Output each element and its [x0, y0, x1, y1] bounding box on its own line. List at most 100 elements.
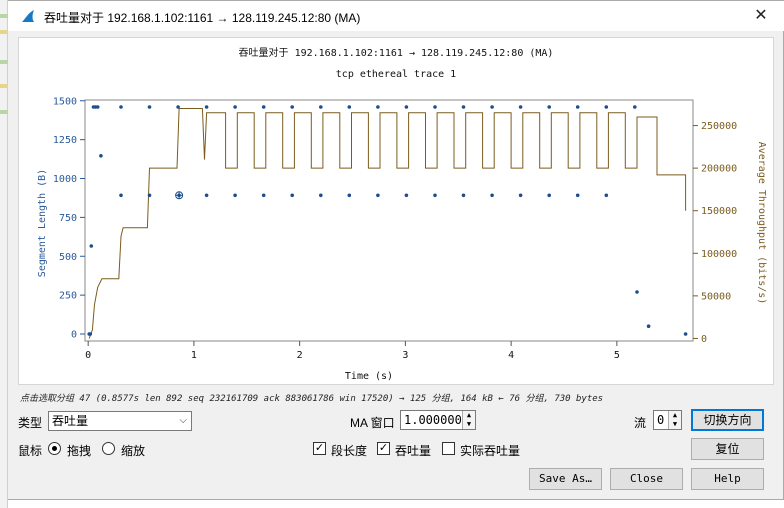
background-mark — [0, 60, 8, 64]
x-tick-label: 1 — [191, 350, 197, 361]
segment-point — [261, 105, 266, 109]
stream-label: 流 — [634, 416, 647, 430]
x-axis-label: Time (s) — [345, 371, 393, 382]
y-right-tick-label: 200000 — [701, 164, 737, 175]
y-right-tick-label: 100000 — [701, 249, 737, 260]
segment-point — [604, 105, 609, 109]
segment-point — [233, 193, 237, 198]
drag-radio[interactable] — [48, 442, 61, 455]
segment-point — [119, 193, 123, 198]
throughput-label: 吞吐量 — [395, 444, 432, 458]
segment-point — [147, 105, 152, 109]
y-left-tick-label: 1250 — [53, 135, 77, 146]
close-button[interactable]: Close — [610, 468, 683, 490]
y-left-tick-label: 750 — [59, 213, 77, 224]
goodput-checkbox[interactable] — [442, 442, 455, 455]
throughput-line — [88, 108, 687, 339]
y-axis-left-label: Segment Length (B) — [37, 169, 48, 277]
segment-point — [89, 244, 94, 248]
throughput-graph[interactable]: 吞吐量对于 192.168.1.102:1161 → 128.119.245.1… — [18, 37, 774, 385]
segment-length-label: 段长度 — [331, 444, 368, 458]
y-right-tick-label: 50000 — [701, 291, 731, 302]
segment-point — [433, 193, 437, 198]
segment-point — [547, 105, 551, 109]
background-mark — [0, 84, 8, 88]
switch-direction-button[interactable]: 切换方向 — [691, 409, 764, 431]
goodput-label: 实际吞吐量 — [460, 444, 521, 458]
throughput-checkbox[interactable]: ✓ — [377, 442, 390, 455]
y-left-tick-label: 500 — [59, 252, 77, 263]
chart-subtitle: tcp ethereal trace 1 — [336, 69, 456, 80]
segment-point — [461, 105, 466, 109]
segment-point — [233, 105, 237, 109]
segment-point — [490, 193, 494, 198]
segment-point — [461, 193, 466, 198]
segment-point — [404, 105, 409, 109]
zoom-label: 缩放 — [121, 444, 146, 458]
y-right-tick-label: 150000 — [701, 206, 737, 217]
throughput-series — [88, 108, 687, 339]
segment-point — [490, 105, 494, 109]
y-left-tick-label: 250 — [59, 291, 77, 302]
background-window-edge — [0, 0, 8, 508]
close-window-icon[interactable]: ✕ — [754, 7, 768, 24]
segment-point — [347, 105, 352, 109]
ma-window-input[interactable]: 1.000000 ▲ ▼ — [400, 410, 476, 430]
segment-point — [319, 105, 323, 109]
x-tick-label: 4 — [508, 350, 514, 361]
segment-point — [518, 193, 523, 198]
y-right-tick-label: 250000 — [701, 121, 737, 132]
chart-axes: 0 1 2 3 4 5 0 250 500 750 1000 1250 1500 0 50000 100000… — [53, 96, 737, 361]
segment-point — [547, 193, 551, 198]
segment-point — [433, 105, 437, 109]
graph-type-select[interactable]: 吞吐量 ⌵ — [48, 411, 192, 431]
throughput-chart[interactable]: 吞吐量对于 192.168.1.102:1161 → 128.119.245.1… — [19, 38, 773, 384]
segment-point — [575, 105, 580, 109]
segment-point — [176, 105, 180, 109]
y-left-tick-label: 1000 — [53, 174, 77, 185]
title-bar: 吞吐量对于 192.168.1.102:1161 → 128.119.245.1… — [8, 1, 784, 31]
x-tick-label: 5 — [614, 350, 620, 361]
segment-point — [99, 154, 103, 158]
segment-point — [95, 105, 100, 109]
y-axis-right-label: Average Throughput (bits/s) — [756, 142, 767, 305]
segment-point — [88, 332, 93, 336]
background-mark — [0, 110, 8, 114]
background-mark — [0, 30, 8, 34]
spin-arrows-icon[interactable]: ▲ ▼ — [668, 411, 681, 429]
stream-spinbox[interactable]: 0 ▲ ▼ — [653, 410, 682, 430]
x-tick-label: 3 — [402, 350, 408, 361]
help-button[interactable]: Help — [691, 468, 764, 490]
x-tick-label: 0 — [85, 350, 91, 361]
save-as-button[interactable]: Save As… — [529, 468, 602, 490]
throughput-dialog: 吞吐量对于 192.168.1.102:1161 → 128.119.245.1… — [8, 0, 784, 500]
drag-label: 拖拽 — [67, 444, 92, 458]
segment-point — [604, 193, 609, 198]
segment-point — [404, 193, 409, 198]
segment-length-checkbox[interactable]: ✓ — [313, 442, 326, 455]
segment-point — [261, 193, 266, 198]
segment-point — [347, 193, 352, 198]
segment-point — [633, 105, 637, 109]
ma-window-value: 1.000000 — [404, 413, 462, 427]
segment-point — [376, 193, 380, 198]
segment-length-series — [87, 105, 688, 336]
stream-value: 0 — [657, 413, 665, 427]
spin-arrows-icon[interactable]: ▲ ▼ — [462, 411, 475, 429]
segment-point — [319, 193, 323, 198]
segment-point — [290, 193, 295, 198]
wireshark-fin-icon — [22, 10, 34, 22]
segment-point — [290, 105, 295, 109]
plot-frame — [84, 99, 694, 342]
chevron-down-icon: ⌵ — [179, 415, 187, 426]
background-mark — [0, 14, 8, 18]
segment-point — [147, 193, 152, 198]
segment-point — [204, 105, 209, 109]
segment-point — [683, 332, 688, 336]
x-tick-label: 2 — [297, 350, 303, 361]
segment-point — [635, 290, 639, 294]
y-left-tick-label: 1500 — [53, 96, 77, 107]
zoom-radio[interactable] — [102, 442, 115, 455]
reset-button[interactable]: 复位 — [691, 438, 764, 460]
segment-point — [646, 324, 651, 329]
